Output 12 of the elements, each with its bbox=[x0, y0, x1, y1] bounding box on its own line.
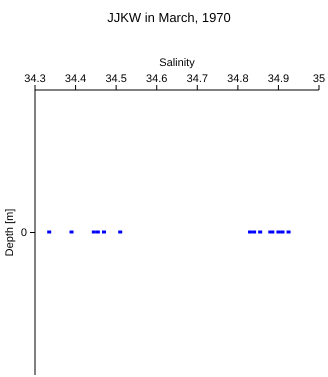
x-tick-label: 34.5 bbox=[105, 73, 127, 85]
x-tick-label: 34.6 bbox=[146, 73, 168, 85]
x-tick-label: 34.3 bbox=[24, 73, 46, 85]
x-tick-label: 34.9 bbox=[268, 73, 290, 85]
chart-title: JJKW in March, 1970 bbox=[107, 10, 231, 25]
x-axis-title: Salinity bbox=[159, 57, 196, 69]
x-tick-label: 35 bbox=[312, 73, 326, 85]
y-axis-title: Depth [m] bbox=[4, 208, 16, 256]
x-tick-label: 34.8 bbox=[227, 73, 249, 85]
y-tick-label: 0 bbox=[20, 227, 27, 240]
x-tick-label: 34.4 bbox=[64, 73, 86, 85]
x-tick-label: 34.7 bbox=[186, 73, 208, 85]
